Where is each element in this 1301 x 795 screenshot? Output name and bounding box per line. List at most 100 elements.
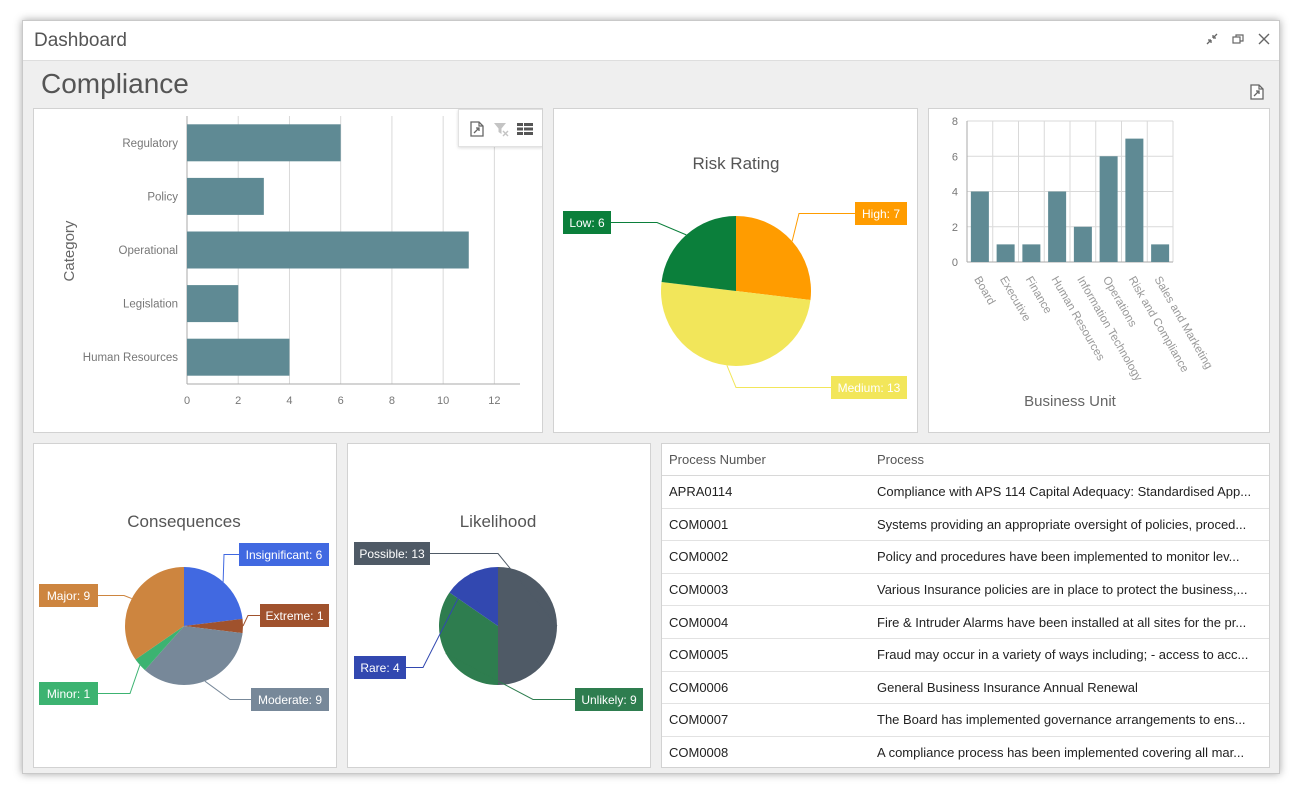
process-number-cell: COM0005 — [662, 638, 870, 672]
table-row[interactable]: COM0003 Various Insurance policies are in… — [662, 573, 1269, 607]
x-axis-title: Business Unit — [1024, 393, 1117, 410]
process-number-cell: COM0007 — [662, 703, 870, 737]
pie-slice — [661, 281, 811, 366]
x-tick-label: 4 — [286, 395, 292, 407]
process-cell: Fraud may occur in a variety of ways inc… — [870, 638, 1269, 672]
data-label-box — [239, 543, 329, 566]
data-label: Unlikely: 9 — [581, 693, 637, 707]
process-table: Process Number Process APRA0114 Complianc… — [662, 444, 1269, 767]
data-label: Major: 9 — [47, 589, 91, 603]
leader-line — [98, 595, 132, 600]
pie-slice — [184, 618, 243, 634]
bar — [1125, 138, 1144, 262]
bar — [1151, 244, 1170, 262]
pie-slice — [184, 567, 243, 626]
process-cell: Compliance with APS 114 Capital Adequacy… — [870, 475, 1269, 509]
data-label: Medium: 13 — [838, 381, 901, 395]
data-label-box — [354, 542, 430, 565]
y-tick-label: 0 — [952, 257, 958, 269]
x-tick-label: Board — [971, 275, 997, 308]
pie-slice — [736, 216, 811, 301]
category-chart-panel: 0 2 4 6 8 10 12 Regulatory Policy Operational Legi… — [33, 108, 543, 433]
bar — [1099, 156, 1118, 262]
data-label: High: 7 — [862, 207, 900, 221]
process-number-cell: COM0002 — [662, 540, 870, 574]
collapse-icon[interactable] — [1204, 32, 1220, 48]
clear-filter-icon[interactable] — [492, 120, 510, 138]
column-header-process[interactable]: Process — [870, 444, 1269, 476]
data-label: Insignificant: 6 — [246, 548, 323, 562]
y-tick-label: 4 — [952, 187, 958, 199]
process-cell: Fire & Intruder Alarms have been install… — [870, 605, 1269, 639]
table-row[interactable]: COM0002 Policy and procedures have been i… — [662, 540, 1269, 574]
table-row[interactable]: COM0008 A compliance process has been imp… — [662, 736, 1269, 767]
data-label: Rare: 4 — [360, 661, 400, 675]
table-row[interactable]: COM0006 General Business Insurance Annual… — [662, 671, 1269, 705]
chart-toolbar — [458, 109, 542, 147]
chart-title: Likelihood — [460, 512, 537, 531]
leader-line — [222, 554, 239, 582]
pie-slice — [439, 592, 498, 685]
title-bar: Dashboard — [23, 21, 1279, 61]
table-row[interactable]: APRA0114 Compliance with APS 114 Capital … — [662, 475, 1269, 509]
business-unit-panel: 0 2 4 6 8 Board Executive Finance Human Resource… — [928, 108, 1270, 433]
restore-icon[interactable] — [1230, 32, 1246, 48]
export-icon[interactable] — [1248, 83, 1266, 106]
x-tick-label: 8 — [389, 395, 395, 407]
table-row[interactable]: COM0007 The Board has implemented governa… — [662, 703, 1269, 737]
column-header-process-number[interactable]: Process Number — [662, 444, 870, 476]
y-tick-label: Regulatory — [122, 138, 178, 150]
data-label-box — [575, 688, 643, 711]
dashboard-window: Dashboard Compliance 0 2 4 6 8 10 12 Regulatory… — [22, 20, 1280, 774]
category-bar-chart: 0 2 4 6 8 10 12 Regulatory Policy Operational Legi… — [61, 116, 520, 407]
data-label-box — [831, 376, 907, 399]
table-row[interactable]: COM0004 Fire & Intruder Alarms have been … — [662, 605, 1269, 639]
process-number-cell: COM0001 — [662, 508, 870, 542]
data-label: Minor: 1 — [47, 687, 91, 701]
data-label-box — [563, 211, 611, 234]
y-tick-label: Operational — [119, 245, 178, 257]
table-row[interactable]: COM0005 Fraud may occur in a variety of w… — [662, 638, 1269, 672]
leader-line — [445, 652, 575, 700]
leader-line — [204, 680, 251, 700]
table-row[interactable]: COM0001 Systems providing an appropriate … — [662, 508, 1269, 542]
process-number-cell: APRA0114 — [662, 475, 870, 509]
process-table-panel: Process Number Process APRA0114 Complianc… — [661, 443, 1270, 768]
data-label-box — [251, 688, 329, 711]
data-label-box — [39, 584, 98, 607]
y-tick-label: 6 — [952, 151, 958, 163]
data-label: Possible: 13 — [359, 547, 425, 561]
risk-rating-pie-chart: Risk Rating High: 7 Medium: 13 Low: 6 — [563, 154, 907, 399]
process-number-cell: COM0003 — [662, 573, 870, 607]
chart-title: Consequences — [127, 512, 240, 531]
bar — [187, 285, 239, 323]
consequences-pie-chart: Consequences Insignificant: 6 Extreme: 1 Mo… — [39, 512, 329, 711]
leader-line — [242, 615, 260, 627]
x-tick-label: 10 — [437, 395, 449, 407]
process-number-cell: COM0008 — [669, 745, 729, 761]
window-title: Dashboard — [34, 30, 127, 51]
y-axis-title: Category — [61, 220, 78, 281]
pie-slice — [135, 626, 184, 671]
leader-line — [98, 664, 141, 694]
export-icon[interactable] — [468, 120, 486, 138]
grid-view-icon[interactable] — [516, 120, 534, 138]
bar — [1022, 244, 1041, 262]
x-tick-label: 2 — [235, 395, 241, 407]
process-cell: A compliance process has been implemente… — [877, 745, 1245, 761]
bar — [187, 338, 290, 376]
table-header-row: Process Number Process — [662, 444, 1269, 476]
consequences-panel: Consequences Insignificant: 6 Extreme: 1 Mo… — [33, 443, 337, 768]
bar — [996, 244, 1015, 262]
data-label: Extreme: 1 — [265, 609, 323, 623]
close-icon[interactable] — [1256, 32, 1272, 48]
x-tick-label: 6 — [338, 395, 344, 407]
process-cell: The Board has implemented governance arr… — [870, 703, 1269, 737]
data-label-box — [39, 682, 98, 705]
data-label-box — [260, 604, 329, 627]
likelihood-panel: Likelihood Possible: 13 Unlikely: 9 Rare: 4 — [347, 443, 651, 768]
process-cell: Various Insurance policies are in place … — [870, 573, 1269, 607]
y-tick-label: Policy — [147, 191, 178, 203]
y-tick-label: Legislation — [123, 299, 178, 311]
